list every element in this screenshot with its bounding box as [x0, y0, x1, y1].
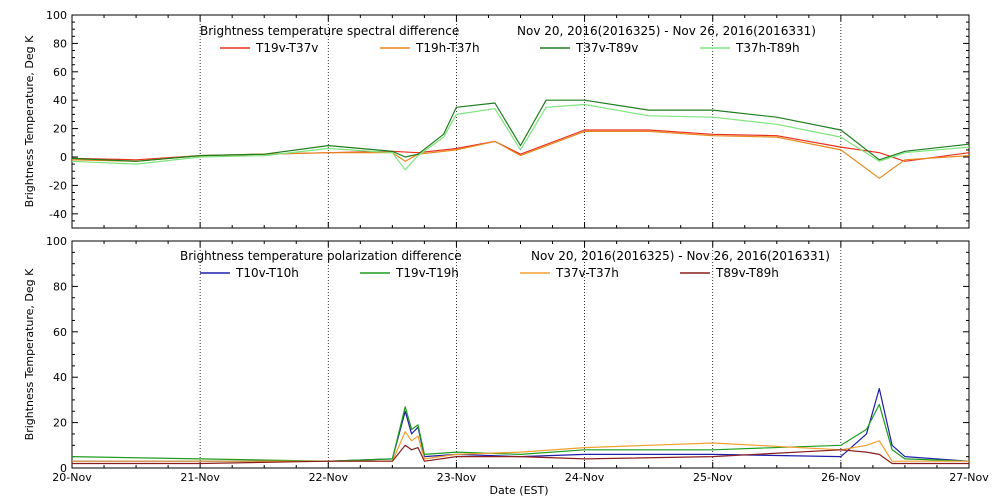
chart-title: Brightness temperature polarization diff… [180, 249, 462, 263]
x-tick-label: 24-Nov [565, 471, 605, 484]
chart-title: Brightness temperature spectral differen… [200, 24, 459, 38]
y-tick-label: 40 [53, 371, 67, 384]
series-line-t37h-t89h [71, 103, 970, 171]
legend-label: T19v-T19h [395, 266, 459, 280]
y-tick-label: 20 [53, 123, 67, 136]
y-tick-label: 60 [53, 326, 67, 339]
x-tick-label: 23-Nov [437, 471, 477, 484]
y-tick-label: 100 [46, 235, 67, 248]
series-line-t89v-t89h [72, 444, 969, 465]
chart-panel-1: -40 -20 0 20 40 60 80 100 Brightness Temperature… [23, 9, 970, 229]
x-axis-label: Date (EST) [489, 484, 548, 497]
series-line-t37v-t89v [71, 99, 970, 162]
y-tick-label: 60 [53, 66, 67, 79]
legend-label: T37h-T89h [735, 41, 800, 55]
legend-label: T19v-T37v [255, 41, 318, 55]
y-tick-label: 0 [60, 462, 67, 475]
chart-panel-2: 0 20 40 60 80 100 Brightness Temperature, Deg … [23, 235, 970, 475]
legend-label: T89v-T89h [715, 266, 779, 280]
x-tick-label: 25-Nov [693, 471, 733, 484]
legend-label: T37v-T37h [555, 266, 619, 280]
x-tick-label: 21-Nov [180, 471, 220, 484]
chart-subtitle: Nov 20, 2016(2016325) - Nov 26, 2016(201… [517, 24, 816, 38]
y-tick-label: 20 [53, 417, 67, 430]
y-tick-label: 80 [53, 280, 67, 293]
legend-label: T19h-T37h [415, 41, 480, 55]
y-tick-label: 0 [60, 151, 67, 164]
legend-label: T37v-T89v [575, 41, 638, 55]
legend-label: T10v-T10h [235, 266, 299, 280]
x-tick-label: 22-Nov [309, 471, 349, 484]
y-tick-label: 80 [53, 37, 67, 50]
x-tick-label: 20-Nov [52, 471, 92, 484]
y-axis-label: Brightness Temperature, Deg K [23, 35, 36, 207]
chart-subtitle: Nov 20, 2016(2016325) - Nov 26, 2016(201… [531, 249, 830, 263]
series-line-t19h-t37h [71, 130, 970, 179]
plot-frame [71, 14, 970, 229]
plot-frame [71, 240, 970, 469]
x-tick-label: 27-Nov [949, 471, 989, 484]
y-axis-label: Brightness Temperature, Deg K [23, 268, 36, 440]
x-tick-label: 26-Nov [821, 471, 861, 484]
y-tick-label: 40 [53, 94, 67, 107]
y-tick-label: 100 [46, 9, 67, 22]
y-tick-label: -40 [49, 208, 67, 221]
y-tick-label: -20 [49, 179, 67, 192]
